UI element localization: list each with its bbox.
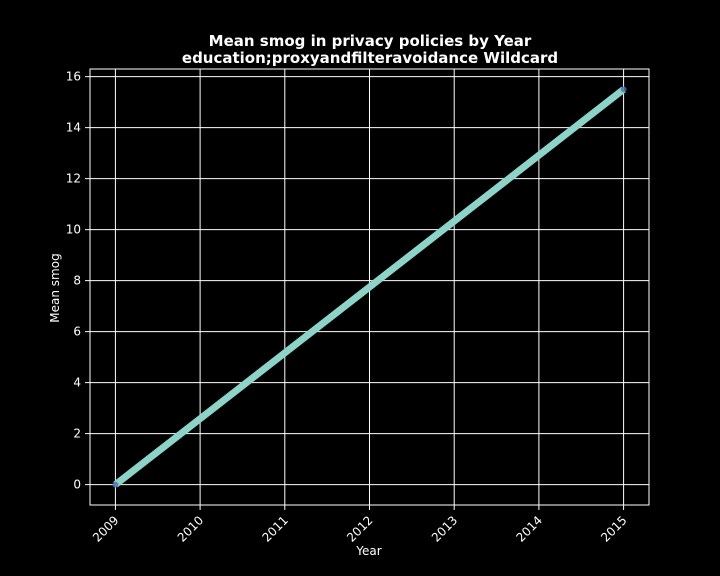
y-axis-ticks: 0 2 4 6 8 10 12 14 16 [66,70,90,492]
y-tick-label: 8 [73,274,81,288]
y-tick-label: 10 [66,223,81,237]
x-tick-label: 2009 [90,513,121,544]
y-tick-label: 4 [73,376,81,390]
y-tick-label: 14 [66,121,81,135]
y-axis-label: Mean smog [48,253,62,322]
x-tick-label: 2010 [175,513,206,544]
x-tick-label: 2012 [344,513,375,544]
y-tick-label: 0 [73,478,81,492]
x-axis-label: Year [355,544,381,558]
data-point [620,86,627,93]
chart-subtitle: education;proxyandfilteravoidance Wildca… [182,49,558,67]
y-tick-label: 6 [73,325,81,339]
data-layer [112,86,627,488]
chart-title: Mean smog in privacy policies by Year [209,32,532,50]
x-axis-ticks: 2009 2010 2011 2012 2013 2014 2015 [90,505,630,545]
x-tick-label: 2015 [598,513,629,544]
x-tick-label: 2014 [514,513,545,544]
y-tick-label: 16 [66,70,81,84]
data-point [112,481,119,488]
x-tick-label: 2013 [429,513,460,544]
y-tick-label: 2 [73,427,81,441]
series-line [113,86,626,488]
x-tick-label: 2011 [259,513,290,544]
y-tick-label: 12 [66,172,81,186]
